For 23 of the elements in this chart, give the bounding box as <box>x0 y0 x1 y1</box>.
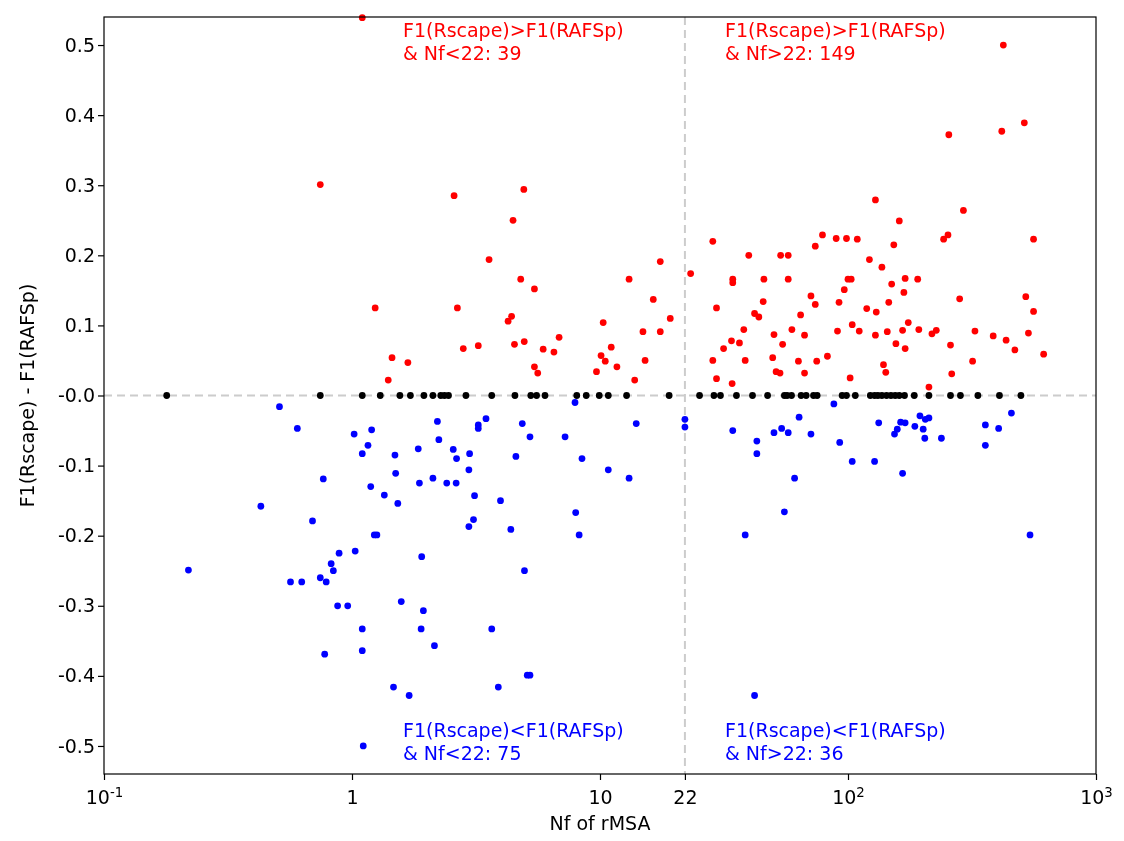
y-tick-label: 0.1 <box>64 313 95 336</box>
x-tick-label: 1 <box>346 785 359 808</box>
x-tick-label: 10$^{-1}$ <box>85 784 124 808</box>
y-tick-label: -0.2 <box>57 524 95 547</box>
y-tick-label: 0.3 <box>64 173 95 196</box>
y-tick-label: -0.0 <box>57 384 95 407</box>
x-tick-label: 10 <box>588 785 613 808</box>
y-axis-title: F1(Rscape) - F1(RAFSp) <box>16 283 38 508</box>
x-axis-title: Nf of rMSA <box>549 812 651 834</box>
y-tick-label: -0.5 <box>57 734 95 757</box>
y-tick-label: 0.5 <box>64 33 95 56</box>
y-tick-label: 0.4 <box>64 103 95 126</box>
y-tick-label: -0.3 <box>57 594 95 617</box>
annotation: F1(Rscape)>F1(RAFSp) & Nf<22: 39 <box>403 19 624 64</box>
x-tick-label: 10$^{3}$ <box>1080 784 1113 808</box>
annotation: F1(Rscape)<F1(RAFSp) & Nf<22: 75 <box>403 719 624 764</box>
y-tick-label: -0.4 <box>57 664 95 687</box>
annotation: F1(Rscape)<F1(RAFSp) & Nf>22: 36 <box>725 719 946 764</box>
y-tick-label: -0.1 <box>57 454 95 477</box>
x-tick-label: 10$^{2}$ <box>832 784 865 808</box>
annotation: F1(Rscape)>F1(RAFSp) & Nf>22: 149 <box>725 19 946 64</box>
x-tick-label: 22 <box>673 785 698 808</box>
y-tick-label: 0.2 <box>64 243 95 266</box>
